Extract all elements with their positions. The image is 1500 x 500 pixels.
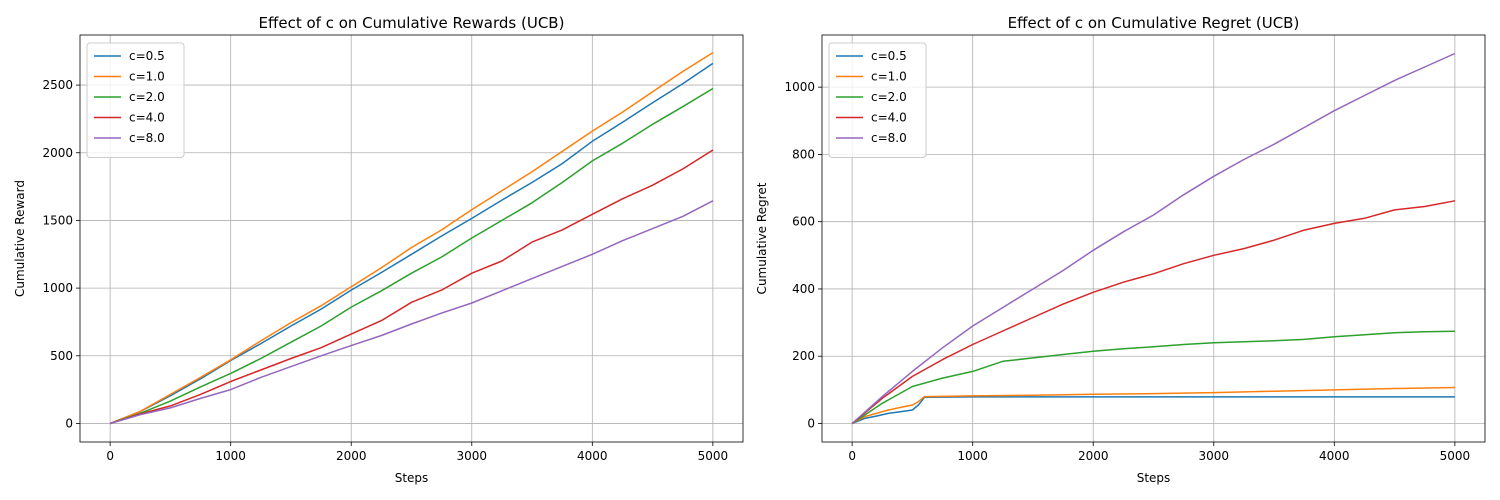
series-line-c=0.5 [109,62,714,425]
series-line-c=2.0 [109,87,714,425]
x-tick-label: 1000 [957,449,988,463]
x-tick-label: 2000 [336,449,367,463]
y-tick-label: 1000 [784,80,815,94]
y-axis-label: Cumulative Regret [755,182,769,294]
series-line-c=1.0 [109,51,714,425]
y-tick-label: 1000 [42,281,73,295]
legend-box [86,42,185,158]
x-tick-label: 4000 [577,449,608,463]
legend-label: c=2.0 [871,90,907,104]
x-tick-label: 1000 [215,449,246,463]
y-tick-label: 2500 [42,78,73,92]
chart-title: Effect of c on Cumulative Regret (UCB) [1008,14,1300,32]
series-line-c=8.0 [109,200,714,425]
series-line-c=4.0 [851,200,1456,425]
y-tick-label: 600 [792,215,815,229]
legend-label: c=2.0 [129,90,165,104]
x-tick-label: 0 [106,449,114,463]
x-tick-label: 2000 [1078,449,1109,463]
y-tick-label: 800 [792,147,815,161]
legend-label: c=1.0 [129,70,165,84]
legend-label: c=4.0 [871,111,907,125]
x-tick-label: 5000 [1440,449,1471,463]
legend-label: c=1.0 [871,70,907,84]
x-tick-label: 3000 [1198,449,1229,463]
y-axis-label: Cumulative Reward [13,180,27,297]
y-tick-label: 0 [807,417,815,431]
legend-box [828,42,927,158]
y-tick-label: 2000 [42,146,73,160]
series-line-c=4.0 [109,149,714,425]
legend: c=0.5 c=1.0 c=2.0 c=4.0 c=8.0 [86,42,185,158]
y-tick-label: 200 [792,349,815,363]
x-axis-label: Steps [1137,471,1171,485]
plot-frame [79,34,744,443]
legend: c=0.5 c=1.0 c=2.0 c=4.0 c=8.0 [828,42,927,158]
series-line-c=1.0 [851,386,1455,425]
legend-label: c=0.5 [129,49,165,63]
x-tick-label: 5000 [698,449,729,463]
legend-label: c=8.0 [871,131,907,145]
y-tick-label: 400 [792,282,815,296]
y-tick-label: 500 [50,349,73,363]
x-axis-label: Steps [395,471,429,485]
chart-title: Effect of c on Cumulative Rewards (UCB) [259,14,565,32]
series-line-c=0.5 [851,396,1455,425]
y-tick-label: 0 [65,416,73,430]
series-line-c=8.0 [851,52,1456,425]
x-tick-label: 4000 [1319,449,1350,463]
legend-label: c=8.0 [129,131,165,145]
chart-panel-2: 0 1000 2000 3000 4000 5000 0 200 400 600 800 1000 Ef… [755,14,1486,485]
y-tick-label: 1500 [42,213,73,227]
plot-frame [821,34,1486,443]
series-line-c=2.0 [851,330,1455,425]
legend-label: c=4.0 [129,111,165,125]
legend-label: c=0.5 [871,49,907,63]
x-tick-label: 0 [848,449,856,463]
x-tick-label: 3000 [456,449,487,463]
chart-panel-1: 0 1000 2000 3000 4000 5000 0 500 1000 1500 2000 250… [13,14,744,485]
